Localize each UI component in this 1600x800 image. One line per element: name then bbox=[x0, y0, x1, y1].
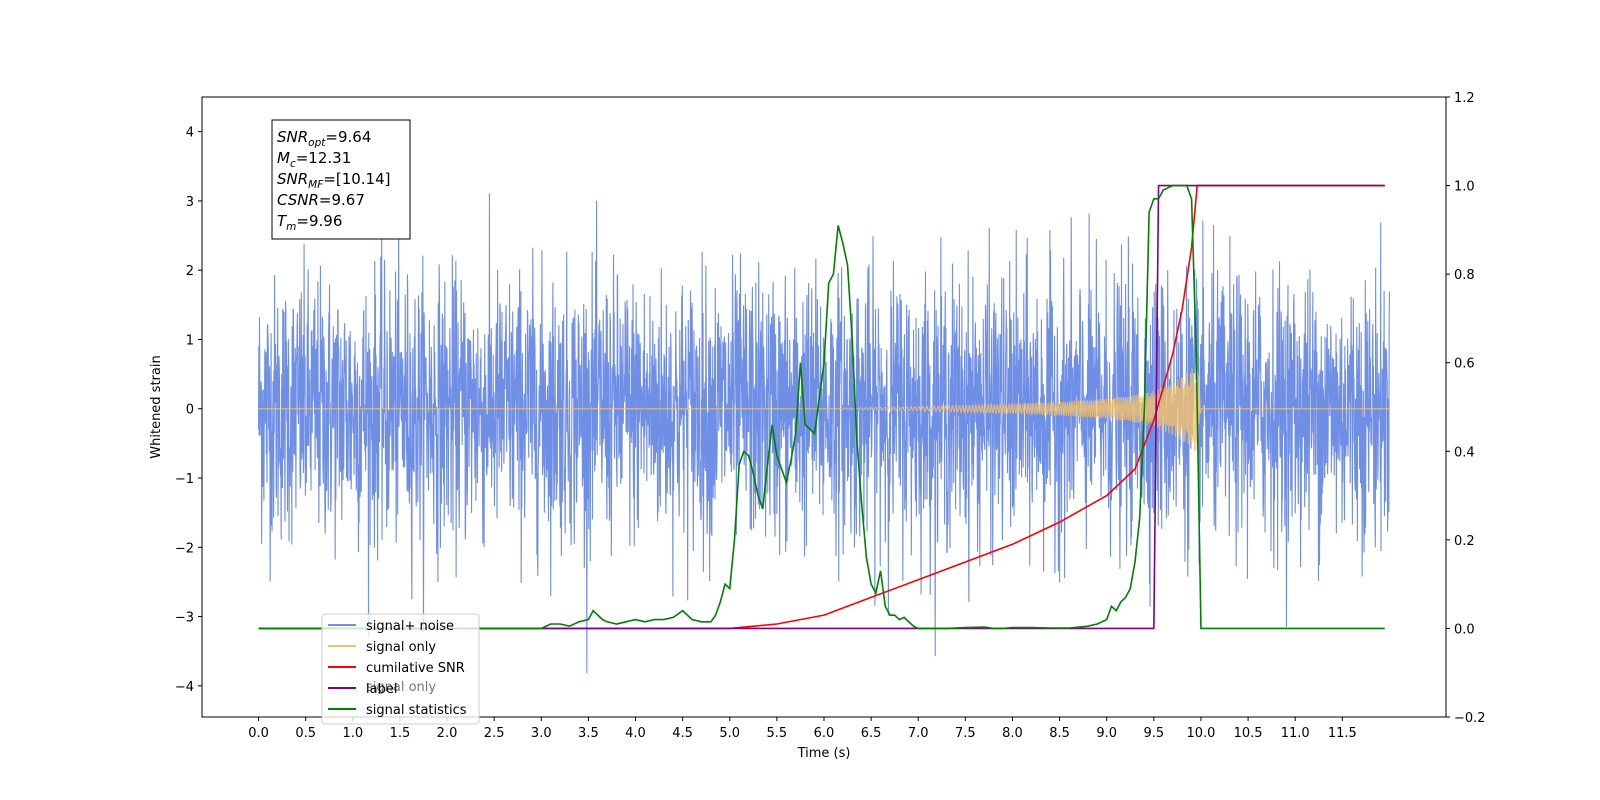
y-axis-right: −0.2 0.0 0.2 0.4 0.6 0.8 1.0 1.2 bbox=[1446, 91, 1486, 726]
x-tick-label: 6.5 bbox=[861, 726, 882, 741]
plot-series bbox=[258, 184, 1390, 674]
legend-entry-label: cumilative SNR bbox=[366, 661, 465, 676]
x-tick-label: 3.5 bbox=[578, 726, 599, 741]
legend-entry-label: signal+ noise bbox=[366, 619, 454, 634]
x-tick-label: 9.0 bbox=[1096, 726, 1117, 741]
x-tick-label: 2.5 bbox=[484, 726, 505, 741]
info-box-line: Tm=9.96 bbox=[277, 212, 342, 233]
info-box-line: SNRopt=9.64 bbox=[277, 128, 371, 149]
legend: signal only signal+ noise signal only cumil… bbox=[321, 613, 480, 725]
y-tick-label: −2 bbox=[175, 541, 194, 556]
legend-ghost-text: signal only bbox=[366, 680, 436, 695]
x-tick-label: 5.5 bbox=[767, 726, 788, 741]
y-axis-label: Whitened strain bbox=[149, 355, 164, 458]
y2-tick-label: 0.6 bbox=[1454, 357, 1475, 372]
legend-entry-label: label bbox=[366, 682, 397, 697]
y-tick-label: 2 bbox=[186, 264, 194, 279]
y-tick-label: −4 bbox=[175, 680, 194, 695]
x-tick-label: 1.5 bbox=[390, 726, 411, 741]
y2-tick-label: 0.8 bbox=[1454, 268, 1475, 283]
y-tick-label: 1 bbox=[186, 333, 194, 348]
x-tick-label: 4.0 bbox=[625, 726, 646, 741]
info-box-line: Mc=12.31 bbox=[277, 149, 351, 170]
y-axis-left: −4 −3 −2 −1 0 1 2 3 4 bbox=[175, 126, 202, 695]
y-tick-label: −1 bbox=[175, 472, 194, 487]
info-box-line: SNRMF=[10.14] bbox=[277, 170, 391, 191]
x-tick-label: 7.0 bbox=[908, 726, 929, 741]
x-axis-label: Time (s) bbox=[797, 746, 851, 761]
x-tick-label: 3.0 bbox=[531, 726, 552, 741]
x-tick-label: 1.0 bbox=[342, 726, 363, 741]
y2-tick-label: 1.2 bbox=[1454, 91, 1475, 106]
x-tick-label: 11.0 bbox=[1281, 726, 1310, 741]
y2-tick-label: −0.2 bbox=[1454, 711, 1486, 726]
y-tick-label: 4 bbox=[186, 126, 194, 141]
legend-frame bbox=[321, 613, 480, 725]
series-signal-noise-line bbox=[258, 193, 1390, 674]
y2-tick-label: 0.2 bbox=[1454, 534, 1475, 549]
info-box-frame bbox=[271, 119, 411, 240]
x-tick-label: 10.5 bbox=[1234, 726, 1263, 741]
info-box: SNRopt=9.64Mc=12.31SNRMF=[10.14]CSNR=9.6… bbox=[271, 119, 411, 240]
y-tick-label: 0 bbox=[186, 403, 194, 418]
series-signal-only-line bbox=[258, 368, 1390, 452]
y-tick-label: 3 bbox=[186, 195, 194, 210]
x-tick-label: 4.5 bbox=[672, 726, 693, 741]
x-tick-label: 8.5 bbox=[1049, 726, 1070, 741]
x-tick-label: 8.0 bbox=[1002, 726, 1023, 741]
y2-tick-label: 0.0 bbox=[1454, 622, 1475, 637]
x-tick-label: 6.0 bbox=[814, 726, 835, 741]
y2-tick-label: 1.0 bbox=[1454, 180, 1475, 195]
info-box-line: CSNR=9.67 bbox=[277, 191, 365, 209]
x-axis: 0.0 0.5 1.0 1.5 2.0 2.5 3.0 3.5 4.0 4.5 5.0 5.5 6.0 6… bbox=[248, 717, 1357, 741]
legend-entry-label: signal statistics bbox=[366, 703, 467, 718]
x-tick-label: 2.0 bbox=[437, 726, 458, 741]
x-tick-label: 0.5 bbox=[295, 726, 316, 741]
y-tick-label: −3 bbox=[175, 611, 194, 626]
x-tick-label: 11.5 bbox=[1328, 726, 1357, 741]
x-tick-label: 7.5 bbox=[955, 726, 976, 741]
legend-entry-label: signal only bbox=[366, 640, 436, 655]
y2-tick-label: 0.4 bbox=[1454, 445, 1475, 460]
series-label-line bbox=[258, 184, 1385, 630]
x-tick-label: 10.0 bbox=[1186, 726, 1215, 741]
x-tick-label: 9.5 bbox=[1144, 726, 1165, 741]
x-tick-label: 0.0 bbox=[248, 726, 269, 741]
x-tick-label: 5.0 bbox=[719, 726, 740, 741]
series-signal-statistics-line bbox=[258, 184, 1385, 630]
